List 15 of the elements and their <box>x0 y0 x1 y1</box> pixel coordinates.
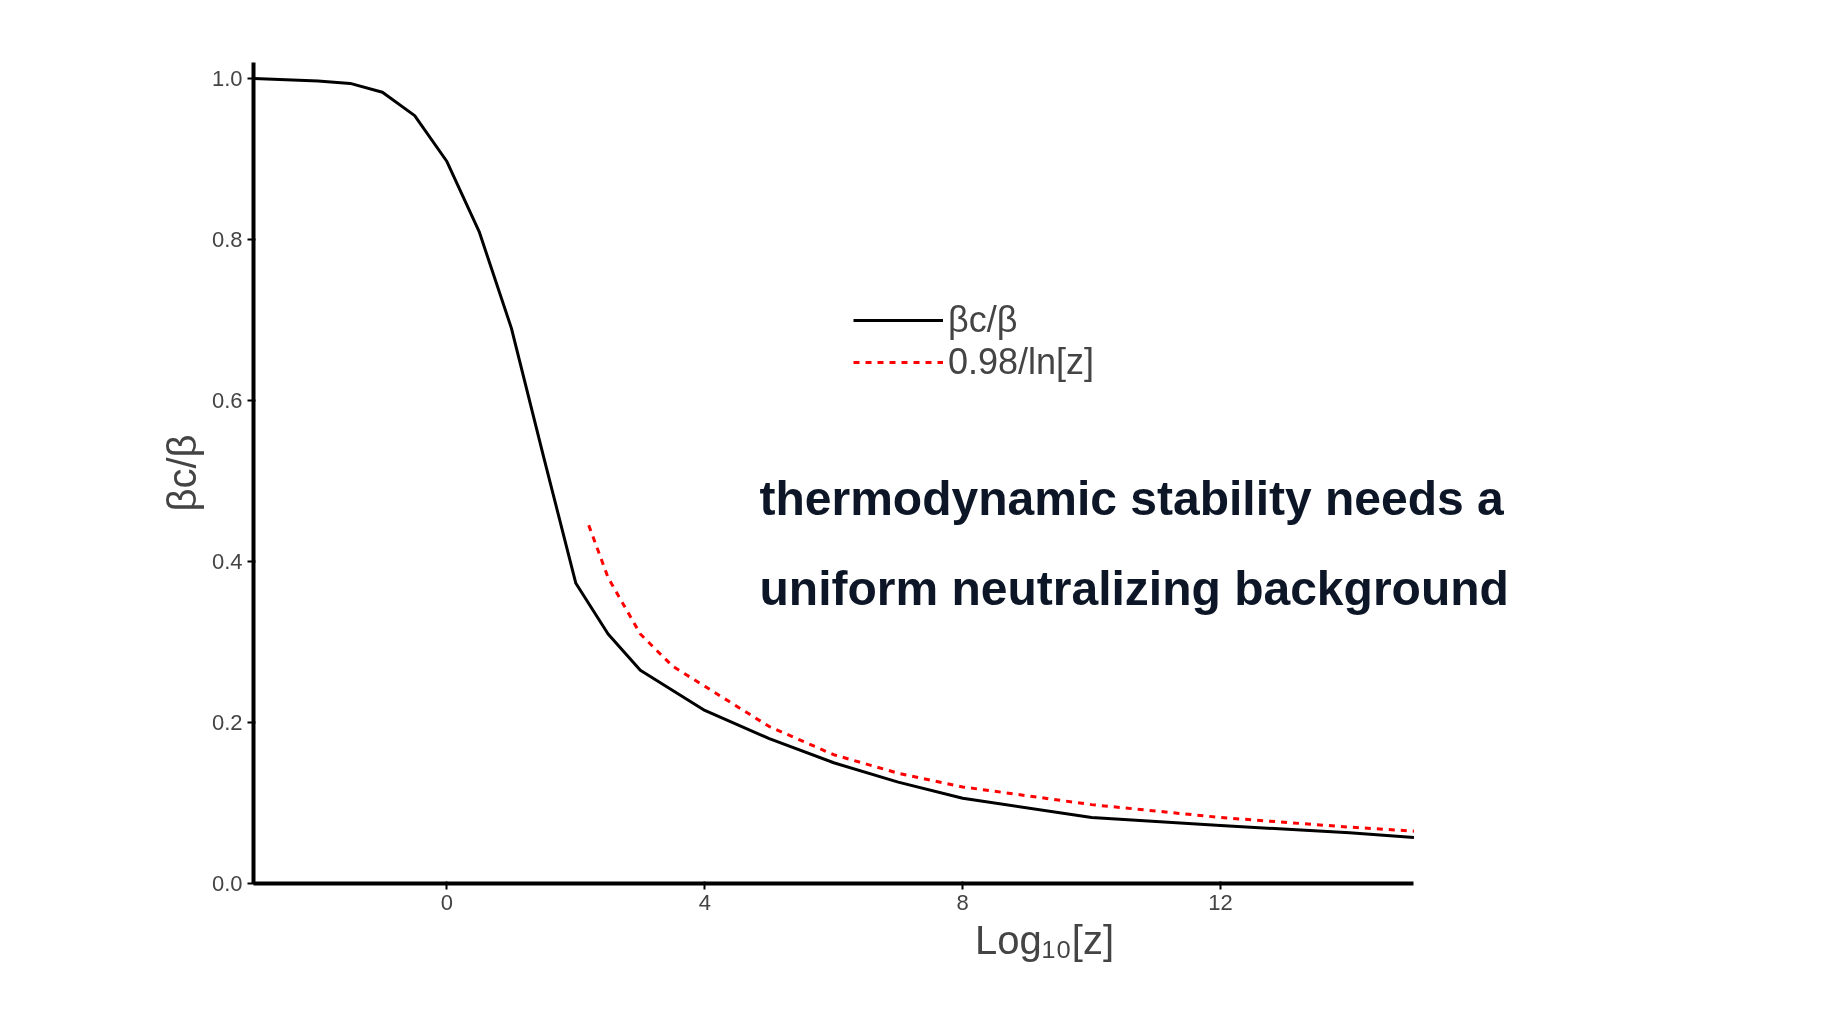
y-tick-label: 0.2 <box>211 710 243 736</box>
y-tick-label: 0.0 <box>211 871 243 896</box>
y-tick-label: 0.4 <box>211 549 243 575</box>
x-tick-label: 4 <box>698 889 711 915</box>
x-axis-title: Log₁₀[z] <box>974 917 1115 962</box>
annotation: thermodynamic stability needs a uniform neutralizing background <box>759 471 1509 615</box>
y-tick-label: 1.0 <box>211 66 243 92</box>
y-tick-label: 0.8 <box>211 227 243 253</box>
x-tick-label: 0 <box>440 889 454 915</box>
y-axis-title: βc/β <box>159 434 204 512</box>
legend-label: 0.98/ln[z] <box>948 341 1095 383</box>
y-tick-label: 0.6 <box>211 388 243 414</box>
x-tick-label: 12 <box>1208 889 1233 915</box>
legend-label: βc/β <box>948 299 1018 341</box>
x-tick-label: 8 <box>956 889 969 915</box>
